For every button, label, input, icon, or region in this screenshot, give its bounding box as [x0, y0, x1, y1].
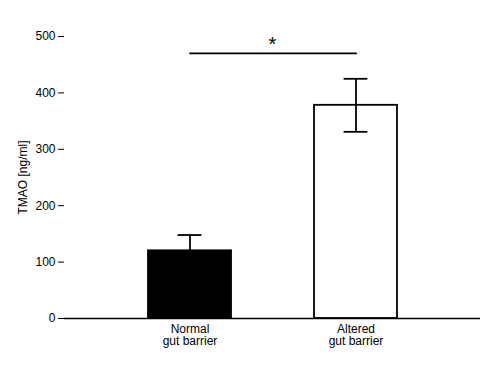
svg-text:500: 500	[35, 29, 55, 43]
svg-text:300: 300	[35, 142, 55, 156]
svg-text:100: 100	[35, 255, 55, 269]
svg-text:TMAO [ng/ml]: TMAO [ng/ml]	[16, 140, 30, 214]
svg-text:*: *	[269, 33, 277, 55]
svg-text:200: 200	[35, 199, 55, 213]
svg-text:Normalgut barrier: Normalgut barrier	[163, 322, 218, 348]
svg-text:0: 0	[49, 311, 56, 325]
svg-text:400: 400	[35, 86, 55, 100]
svg-text:Alteredgut barrier: Alteredgut barrier	[329, 322, 384, 348]
